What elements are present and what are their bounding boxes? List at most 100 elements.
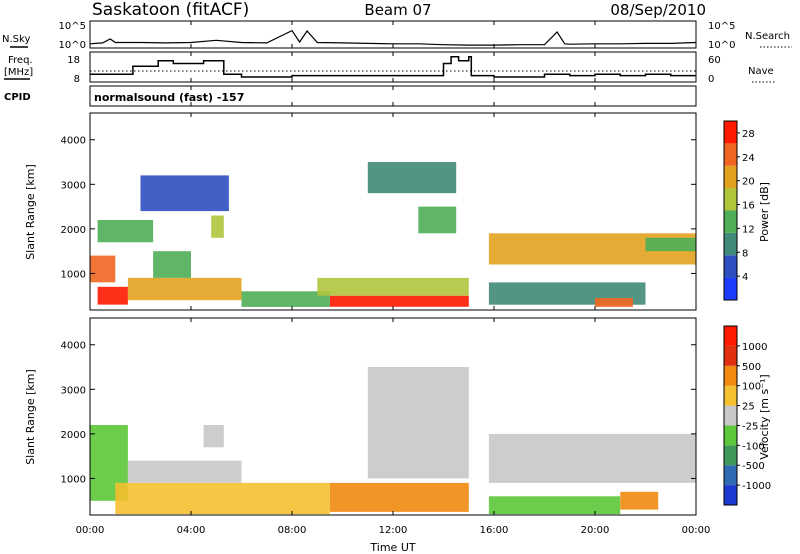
colorbar-segment <box>724 165 737 189</box>
colorbar-tick-label: -25 <box>742 421 758 432</box>
colorbar-segment <box>724 345 737 366</box>
x-tick-label: 04:00 <box>177 525 206 536</box>
colorbar-tick-label: -100 <box>742 441 765 452</box>
time-axis-label: Time UT <box>369 541 415 554</box>
velocity-ylabel: Slant Range [km] <box>24 369 37 465</box>
sky-tick-bottom: 10^0 <box>59 40 86 51</box>
power-data <box>90 162 696 307</box>
sky-noise-line <box>89 29 697 46</box>
velocity-colorbar-label: Velocity [m s⁻¹] <box>758 374 771 459</box>
colorbar-segment <box>724 465 737 486</box>
colorbar-segment <box>724 326 737 346</box>
colorbar-tick-label: 500 <box>742 362 761 373</box>
frequency-line <box>90 55 696 78</box>
beam-title: Beam 07 <box>364 1 431 19</box>
freq-frame <box>89 51 697 83</box>
y-tick-label: 1000 <box>61 474 86 485</box>
station-title: Saskatoon (fitACF) <box>92 0 249 20</box>
data-region <box>367 367 469 479</box>
data-region <box>329 482 469 512</box>
x-tick-label: 00:00 <box>76 525 105 536</box>
data-region <box>241 291 330 307</box>
colorbar-segment <box>724 232 737 256</box>
y-tick-label: 4000 <box>61 136 86 147</box>
y-tick-label: 3000 <box>61 180 86 191</box>
velocity-panel: 1000 2000 3000 4000 Slant Range [km] 1000 50… <box>24 317 771 516</box>
y-tick-label: 2000 <box>61 430 86 441</box>
data-region <box>645 237 696 252</box>
colorbar-tick-label: 20 <box>742 177 755 188</box>
colorbar-tick-label: 4 <box>742 272 748 283</box>
freq-label-1: Freq. <box>8 55 33 66</box>
x-tick-label: 16:00 <box>480 525 509 536</box>
colorbar-segment <box>724 143 737 166</box>
colorbar-segment <box>724 365 737 386</box>
data-region <box>367 162 457 194</box>
colorbar-frame <box>723 120 738 301</box>
freq-tick-top: 18 <box>67 55 80 66</box>
colorbar-segment <box>724 188 737 211</box>
nave-tick-bottom: 0 <box>708 74 714 85</box>
data-region <box>97 286 128 305</box>
colorbar-tick-label: 16 <box>742 201 755 212</box>
power-ylabel: Slant Range [km] <box>24 164 37 260</box>
data-region <box>97 220 154 243</box>
data-region <box>329 295 469 307</box>
colorbar-tick-label: 24 <box>742 153 755 164</box>
time-axis: 00:00 04:00 08:00 12:00 16:00 20:00 00:00 <box>76 21 711 536</box>
data-region <box>140 175 229 212</box>
colorbar-frame <box>723 325 738 506</box>
colorbar-segment <box>724 121 737 144</box>
colorbar-tick-label: 12 <box>742 224 755 235</box>
n-search-label: N.Search <box>745 31 790 42</box>
sky-tick-top-right: 10^5 <box>708 21 735 32</box>
colorbar-tick-label: 28 <box>742 129 755 140</box>
colorbar-segment <box>724 485 737 505</box>
y-tick-label: 4000 <box>61 341 86 352</box>
colorbar-segment <box>724 425 737 446</box>
velocity-y-axis: 1000 2000 3000 4000 <box>61 341 696 485</box>
freq-tick-bottom: 8 <box>74 74 80 85</box>
colorbar-tick-label: 1000 <box>742 342 767 353</box>
data-region <box>203 425 224 448</box>
nave-tick-top: 60 <box>708 55 721 66</box>
data-region <box>488 433 696 483</box>
data-region <box>90 255 116 283</box>
colorbar-segment <box>724 255 737 278</box>
colorbar-tick-label: 8 <box>742 248 748 259</box>
colorbar-segment <box>724 210 737 233</box>
colorbar-segment <box>724 405 737 426</box>
power-colorbar-label: Power [dB] <box>758 182 771 242</box>
freq-panel: Freq. [MHz] 18 8 60 0 Nave <box>4 51 776 85</box>
power-y-axis: 1000 2000 3000 4000 <box>61 136 696 280</box>
data-region <box>127 277 242 301</box>
y-tick-label: 3000 <box>61 385 86 396</box>
sky-noise-panel: N.Sky 10^5 10^0 10^5 10^0 N.Search <box>2 20 792 51</box>
sky-tick-bottom-right: 10^0 <box>708 40 735 51</box>
power-panel: 1000 2000 3000 4000 Slant Range [km] 4 8 12 16… <box>24 112 771 311</box>
x-tick-label: 00:00 <box>682 525 711 536</box>
colorbar-segment <box>724 385 737 406</box>
data-region <box>317 277 469 296</box>
velocity-data <box>90 367 696 515</box>
velocity-colorbar: 1000 500 100 25 -25 -100 -500 -1000 <box>723 325 771 506</box>
data-region <box>488 496 621 515</box>
date-title: 08/Sep/2010 <box>610 1 706 19</box>
nave-label: Nave <box>748 66 774 77</box>
cpid-label: CPID <box>4 92 31 103</box>
x-tick-label: 12:00 <box>379 525 408 536</box>
data-region <box>418 206 457 234</box>
x-tick-label: 20:00 <box>581 525 610 536</box>
data-region <box>620 491 659 510</box>
y-tick-label: 1000 <box>61 269 86 280</box>
y-tick-label: 2000 <box>61 225 86 236</box>
colorbar-segment <box>724 445 737 466</box>
n-sky-label: N.Sky <box>2 34 30 45</box>
colorbar-tick-label: 25 <box>742 402 755 413</box>
sky-tick-top: 10^5 <box>59 21 86 32</box>
data-region <box>211 215 224 238</box>
colorbar-tick-label: 100 <box>742 382 761 393</box>
data-region <box>115 482 330 515</box>
colorbar-segment <box>724 277 737 300</box>
